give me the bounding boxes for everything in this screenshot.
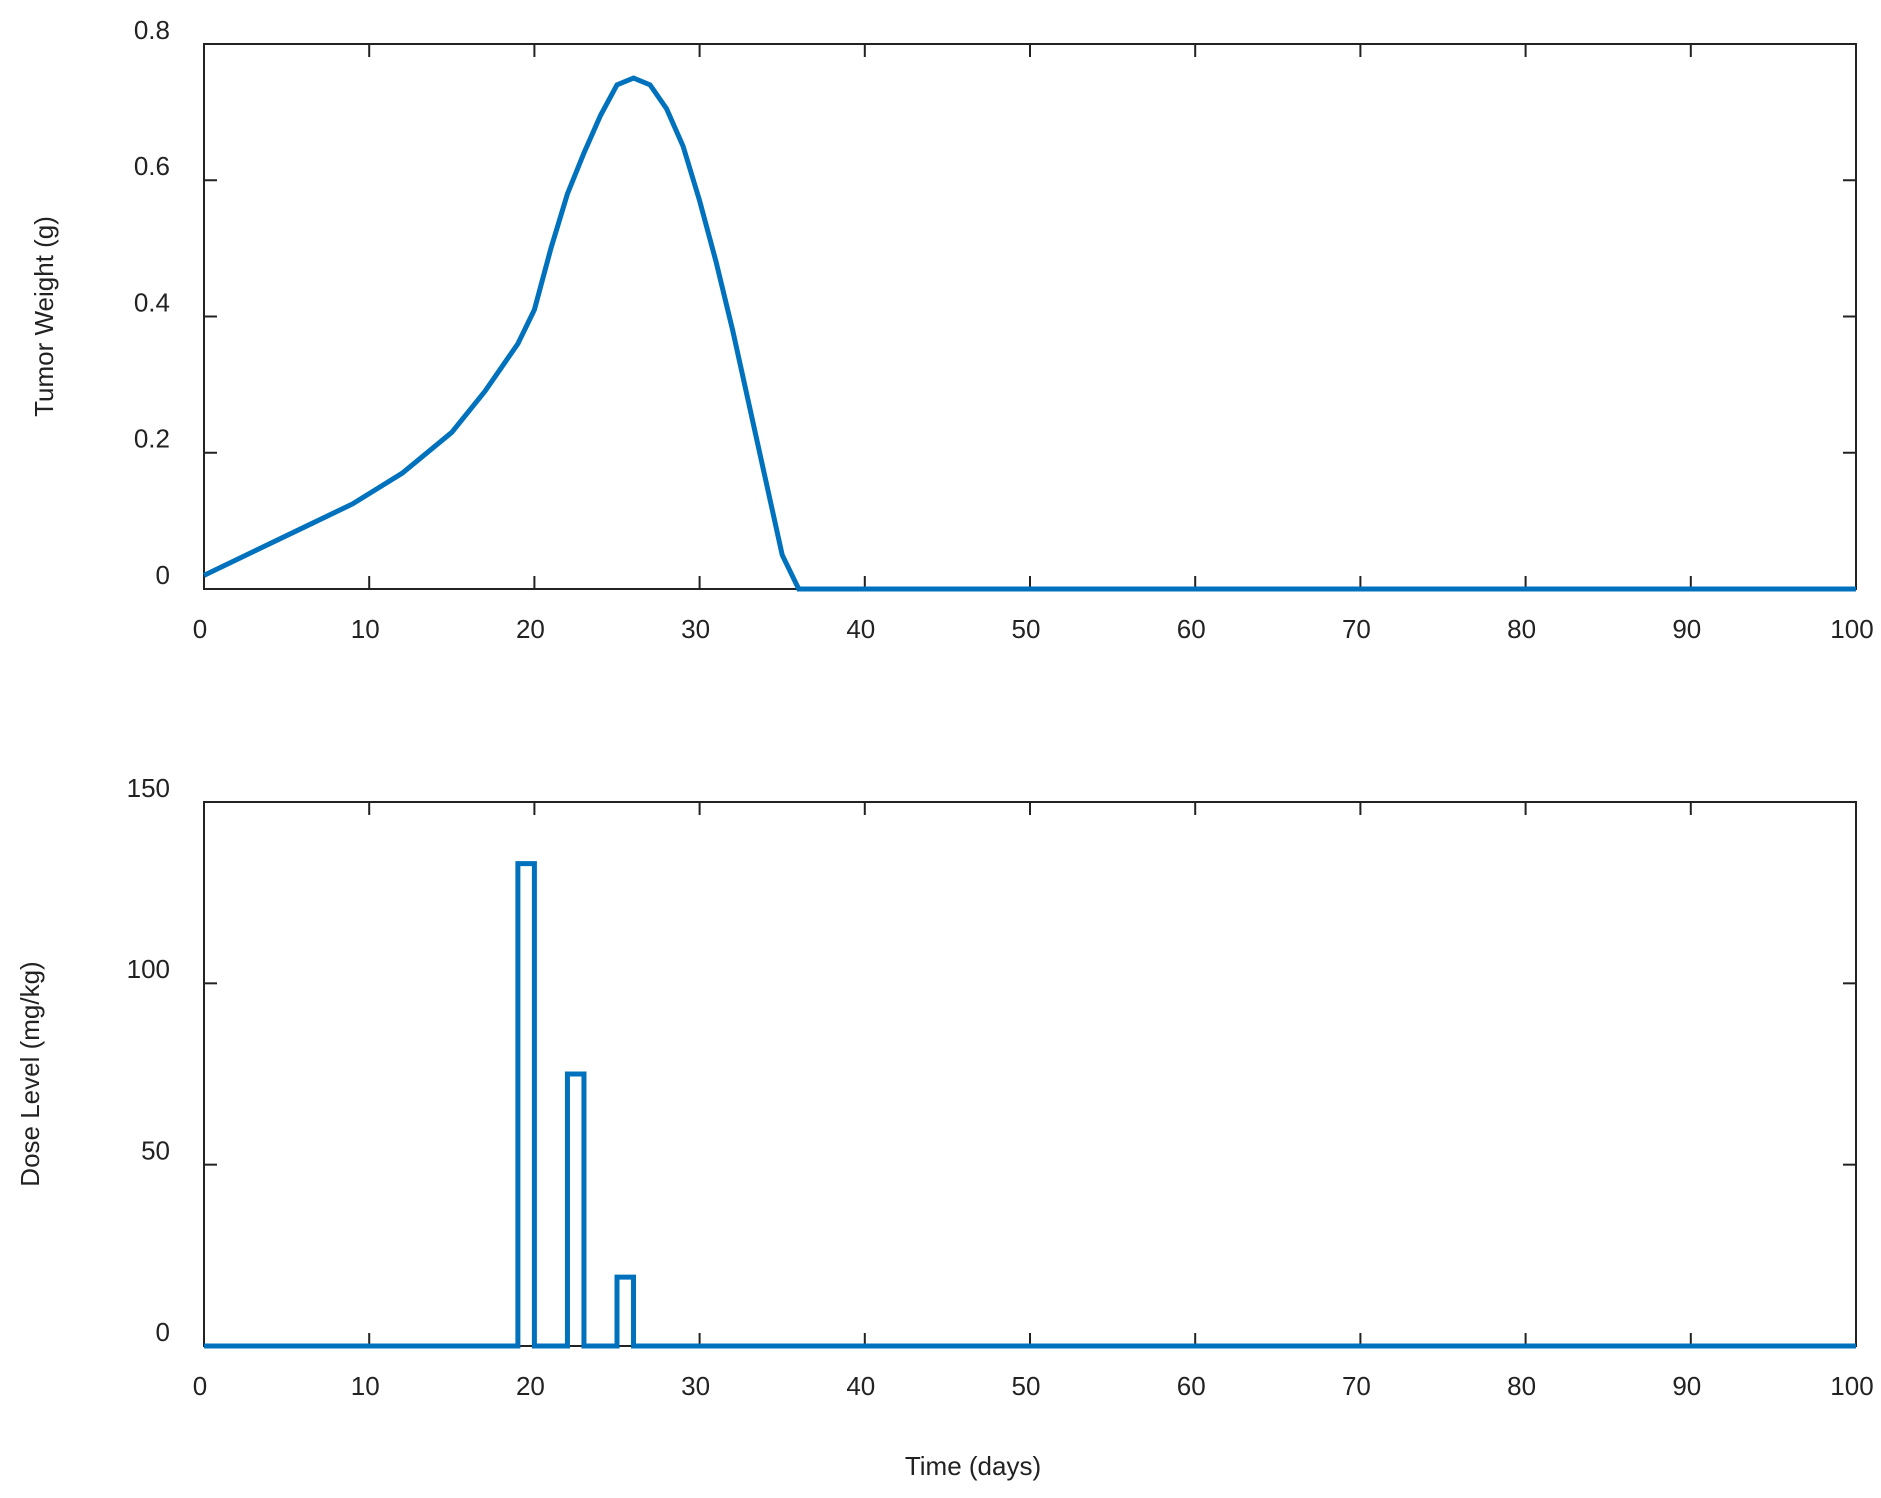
x-tick-label: 10 [351, 1371, 380, 1401]
y-axis-label: Dose Level (mg/kg) [15, 961, 45, 1186]
x-tick-label: 40 [846, 1371, 875, 1401]
axes-box [203, 801, 1857, 1347]
x-tick-label: 20 [516, 1371, 545, 1401]
y-axis-label: Tumor Weight (g) [29, 216, 59, 417]
x-tick-label: 40 [846, 614, 875, 644]
x-tick-label: 90 [1672, 1371, 1701, 1401]
y-tick-label: 100 [127, 954, 170, 984]
x-tick-label: 100 [1830, 1371, 1873, 1401]
y-tick-label: 0 [156, 1317, 170, 1347]
y-tick-label: 0.2 [134, 424, 170, 454]
y-tick-label: 50 [141, 1136, 170, 1166]
x-tick-label: 70 [1342, 1371, 1371, 1401]
x-tick-label: 30 [681, 614, 710, 644]
x-tick-label: 10 [351, 614, 380, 644]
x-tick-label: 30 [681, 1371, 710, 1401]
data-line [202, 75, 1856, 592]
x-tick-label: 50 [1012, 1371, 1041, 1401]
y-tick-label: 0 [156, 560, 170, 590]
x-tick-label: 80 [1507, 614, 1536, 644]
x-tick-label: 60 [1177, 614, 1206, 644]
y-tick-label: 0.6 [134, 151, 170, 181]
y-tick-label: 150 [127, 773, 170, 803]
x-tick-label: 80 [1507, 1371, 1536, 1401]
axes-box [203, 43, 1857, 590]
data-line [204, 861, 1856, 1349]
y-tick-label: 0.4 [134, 287, 170, 317]
x-tick-label: 0 [193, 614, 207, 644]
x-tick-label: 20 [516, 614, 545, 644]
x-tick-label: 60 [1177, 1371, 1206, 1401]
x-tick-label: 100 [1830, 614, 1873, 644]
x-tick-label: 90 [1672, 614, 1701, 644]
x-tick-label: 50 [1012, 614, 1041, 644]
x-tick-label: 70 [1342, 614, 1371, 644]
x-axis-label: Time (days) [905, 1451, 1041, 1481]
y-tick-label: 0.8 [134, 15, 170, 45]
x-tick-label: 0 [193, 1371, 207, 1401]
